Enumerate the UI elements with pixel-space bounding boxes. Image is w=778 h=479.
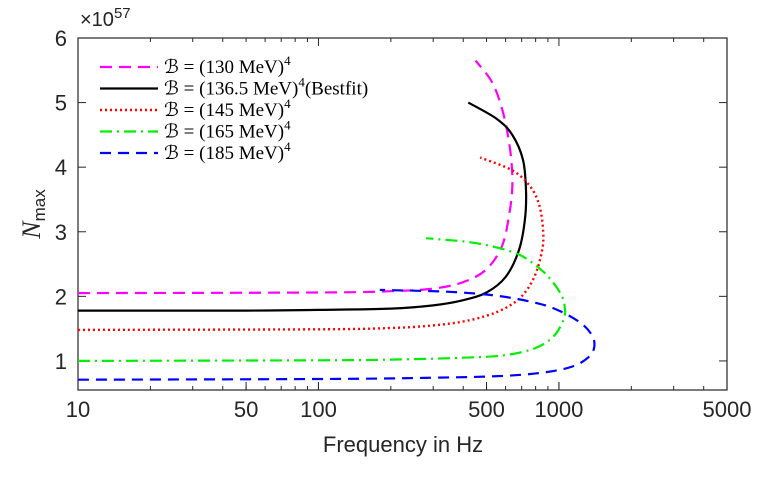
y-tick-label: 5 — [55, 91, 67, 116]
legend-label-main: ℬ = (165 MeV) — [164, 122, 284, 143]
legend-label-main: ℬ = (130 MeV) — [164, 57, 284, 78]
y-tick-label: 2 — [55, 284, 67, 309]
y-axis-label-sub: max — [30, 189, 49, 222]
y-multiplier-exponent: 57 — [114, 5, 131, 22]
x-tick-label: 50 — [234, 397, 258, 422]
axis-ticks: 10 50 100 500 1000 5000 1 2 3 4 5 6 — [55, 26, 752, 422]
y-tick-label: 4 — [55, 155, 67, 180]
series-line-3 — [77, 156, 545, 332]
x-tick-label: 100 — [300, 397, 337, 422]
legend-label-sup: 4 — [284, 96, 291, 111]
legend-label-main: ℬ = (185 MeV) — [164, 143, 284, 164]
series-line-1 — [77, 59, 514, 295]
legend-label-sup: 4 — [284, 139, 291, 154]
legend-label-main: ℬ = (136.5 MeV) — [164, 79, 298, 100]
y-tick-label: 3 — [55, 220, 67, 245]
legend-label-sup: 4 — [284, 118, 291, 133]
series-line-2 — [77, 101, 528, 312]
legend-label-sup: 4 — [284, 53, 291, 68]
plot-area — [77, 37, 728, 391]
legend-label-4: ℬ = (165 MeV)4 — [164, 118, 291, 143]
y-multiplier: ×1057 — [80, 5, 131, 31]
y-axis-label-main: N — [17, 220, 46, 240]
legend-label-5: ℬ = (185 MeV)4 — [164, 139, 291, 164]
x-tick-label: 5000 — [703, 397, 752, 422]
svg-text:×1057: ×1057 — [80, 5, 131, 31]
x-tick-label: 500 — [468, 397, 505, 422]
series-line-4 — [77, 237, 567, 362]
x-tick-label: 1000 — [534, 397, 583, 422]
y-multiplier-base: ×10 — [80, 9, 114, 31]
legend-label-3: ℬ = (145 MeV)4 — [164, 96, 291, 121]
legend-label-1: ℬ = (130 MeV)4 — [164, 53, 291, 78]
x-tick-label: 10 — [66, 397, 90, 422]
legend-label-2: ℬ = (136.5 MeV)4(Bestfit) — [164, 75, 368, 100]
legend-label-suffix: (Bestfit) — [305, 79, 368, 100]
legend-label-sup: 4 — [298, 75, 305, 90]
legend: ℬ = (130 MeV)4ℬ = (136.5 MeV)4(Bestfit)ℬ… — [100, 53, 368, 164]
x-axis-label: Frequency in Hz — [323, 432, 483, 457]
y-tick-label: 1 — [55, 349, 67, 374]
series-group — [77, 59, 596, 381]
y-tick-label: 6 — [55, 26, 67, 51]
y-axis-label: Nmax — [17, 189, 49, 240]
legend-label-main: ℬ = (145 MeV) — [164, 100, 284, 121]
